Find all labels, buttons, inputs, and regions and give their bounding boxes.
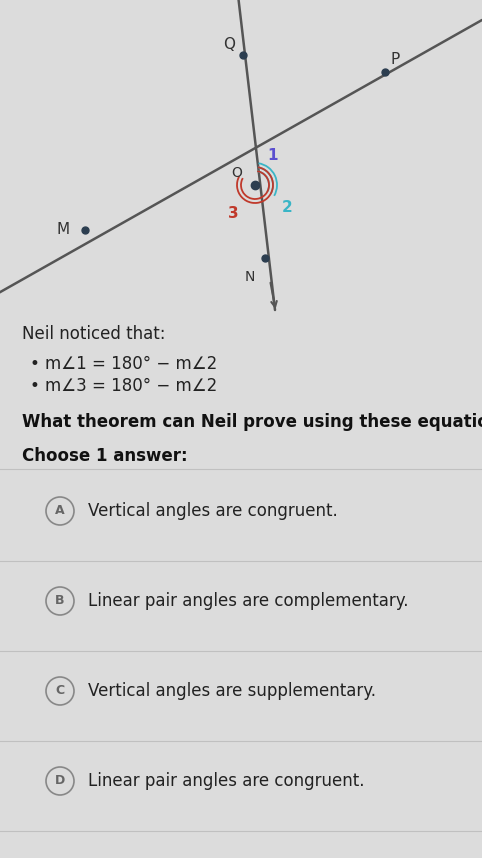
Text: D: D bbox=[55, 775, 65, 788]
Text: •: • bbox=[30, 377, 40, 395]
Text: Q: Q bbox=[223, 37, 235, 52]
Text: Vertical angles are supplementary.: Vertical angles are supplementary. bbox=[88, 682, 376, 700]
Text: m∠1 = 180° − m∠2: m∠1 = 180° − m∠2 bbox=[45, 355, 217, 373]
Text: P: P bbox=[390, 52, 399, 67]
Text: Neil noticed that:: Neil noticed that: bbox=[22, 325, 165, 343]
Text: •: • bbox=[30, 355, 40, 373]
Text: Vertical angles are congruent.: Vertical angles are congruent. bbox=[88, 502, 338, 520]
Text: Linear pair angles are complementary.: Linear pair angles are complementary. bbox=[88, 592, 409, 610]
Text: What theorem can Neil prove using these equations?: What theorem can Neil prove using these … bbox=[22, 413, 482, 431]
Text: M: M bbox=[57, 222, 70, 238]
Text: m∠3 = 180° − m∠2: m∠3 = 180° − m∠2 bbox=[45, 377, 217, 395]
Text: A: A bbox=[55, 505, 65, 517]
Text: O: O bbox=[231, 166, 242, 180]
Text: N: N bbox=[245, 270, 255, 284]
Text: B: B bbox=[55, 595, 65, 607]
Text: Linear pair angles are congruent.: Linear pair angles are congruent. bbox=[88, 772, 364, 790]
Text: 3: 3 bbox=[228, 206, 238, 221]
Text: C: C bbox=[55, 685, 65, 698]
Text: 2: 2 bbox=[281, 200, 293, 214]
Text: Choose 1 answer:: Choose 1 answer: bbox=[22, 447, 187, 465]
Text: 1: 1 bbox=[268, 148, 278, 162]
